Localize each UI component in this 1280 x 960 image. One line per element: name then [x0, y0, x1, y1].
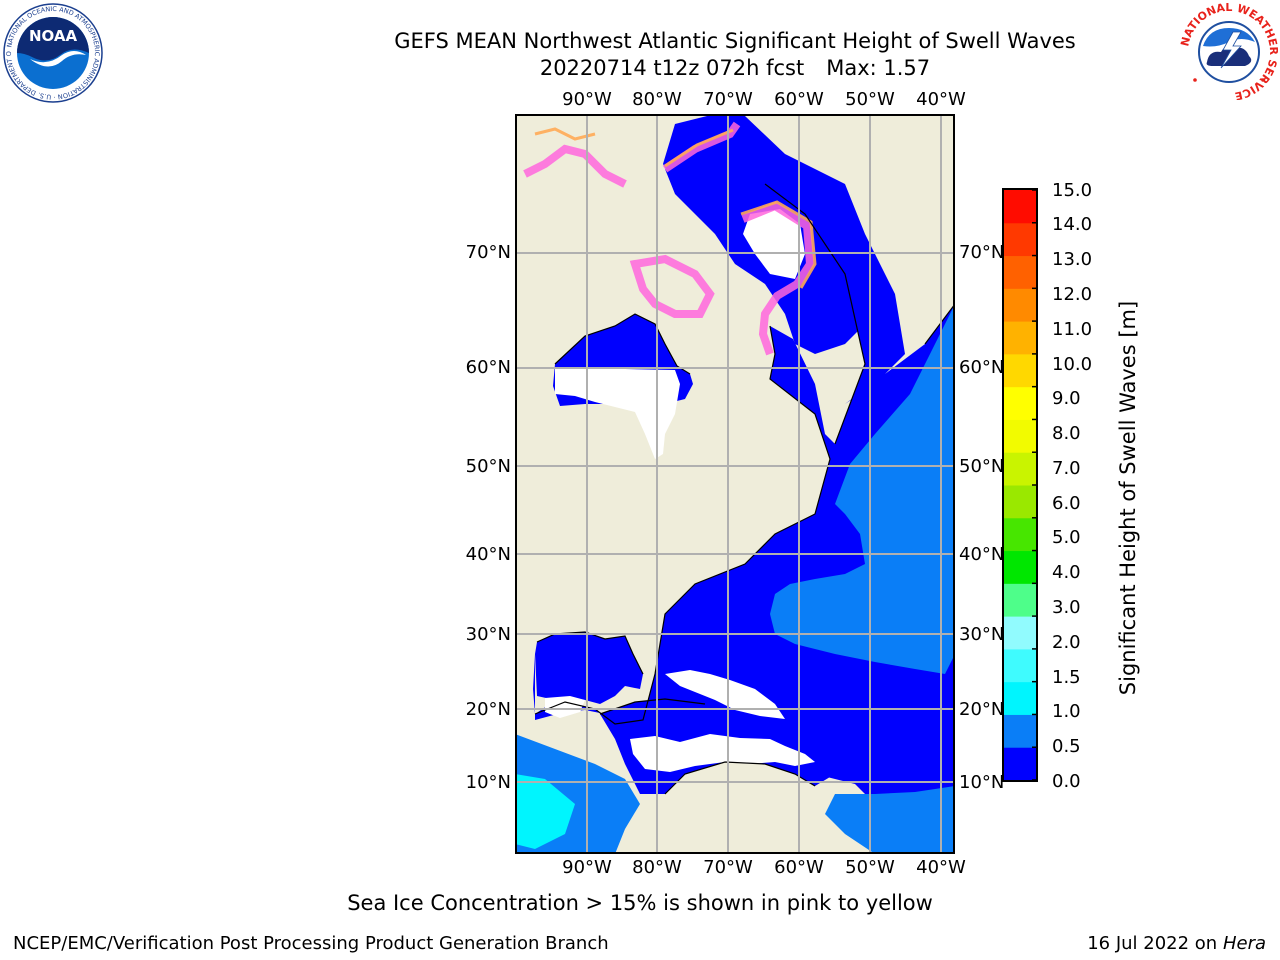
lat-label-left: 40°N	[465, 544, 511, 565]
noaa-logo-icon: NATIONAL OCEANIC AND ATMOSPHERIC ADMINIS…	[2, 3, 103, 103]
credit-text: NCEP/EMC/Verification Post Processing Pr…	[13, 933, 609, 954]
lon-label-bottom: 80°W	[632, 857, 682, 878]
colorbar-tick: 8.0	[1052, 423, 1081, 444]
coastlines	[534, 183, 955, 795]
colorbar-tick: 9.0	[1052, 388, 1081, 409]
colorbar-segment	[1004, 419, 1036, 453]
lon-label-top: 70°W	[703, 89, 753, 110]
lon-label-bottom: 40°W	[916, 857, 966, 878]
colorbar-segment	[1004, 485, 1036, 519]
lon-label-top: 60°W	[774, 89, 824, 110]
greenland-ice-white	[743, 209, 805, 279]
colorbar-segment	[1004, 190, 1036, 224]
lat-label-left: 70°N	[465, 242, 511, 263]
caribbean-white	[630, 734, 815, 772]
colorbar-tick: 3.0	[1052, 597, 1081, 618]
ocean-atlantic	[533, 114, 955, 854]
colorbar-tick: 11.0	[1052, 319, 1093, 340]
colorbar-segment	[1004, 288, 1036, 322]
nws-logo-icon: NATIONAL WEATHER SERVICE	[1179, 2, 1279, 100]
host-name: Hera	[1222, 933, 1266, 954]
colorbar-tick: 2.0	[1052, 632, 1081, 653]
map-panel	[515, 114, 955, 854]
map-frame	[515, 114, 955, 854]
lat-label-right: 60°N	[959, 357, 1005, 378]
colorbar-tick: 0.5	[1052, 736, 1081, 757]
colorbar-segment	[1004, 616, 1036, 650]
colorbar-tick: 1.5	[1052, 667, 1081, 688]
colorbar-segment	[1004, 648, 1036, 683]
colorbar-tick: 7.0	[1052, 458, 1081, 479]
colorbar-segment	[1004, 222, 1036, 257]
colorbar-segment	[1004, 583, 1036, 617]
ocean-mid-swell	[770, 304, 955, 674]
ocean-mid-swell-south	[825, 786, 955, 854]
colorbar-tick: 15.0	[1052, 180, 1093, 201]
lat-label-left: 30°N	[465, 624, 511, 645]
colorbar-segment	[1004, 517, 1036, 552]
lat-label-right: 40°N	[959, 544, 1005, 565]
sea-ice-note: Sea Ice Concentration > 15% is shown in …	[347, 891, 933, 915]
colorbar-segment	[1004, 255, 1036, 289]
lat-label-right: 10°N	[959, 772, 1005, 793]
forecast-run: 20220714 t12z 072h fcst	[539, 56, 805, 80]
colorbar-tick: 5.0	[1052, 527, 1081, 548]
lat-label-right: 70°N	[959, 242, 1005, 263]
chart-subtitle: 20220714 t12z 072h fcst Max: 1.57	[0, 55, 1280, 81]
generated-date: 16 Jul 2022 on	[1087, 933, 1223, 954]
sea-ice-rim	[523, 121, 815, 356]
colorbar-segment	[1004, 386, 1036, 420]
colorbar	[1002, 188, 1038, 782]
lon-label-top: 80°W	[632, 89, 682, 110]
lat-label-right: 20°N	[959, 699, 1005, 720]
lon-label-bottom: 50°W	[845, 857, 895, 878]
colorbar-tick: 12.0	[1052, 284, 1093, 305]
colorbar-tick: 6.0	[1052, 493, 1081, 514]
lon-label-bottom: 70°W	[703, 857, 753, 878]
lat-label-left: 50°N	[465, 456, 511, 477]
ocean-gulf	[535, 632, 643, 704]
generated-stamp: 16 Jul 2022 on Hera	[1087, 933, 1266, 954]
ocean-high-swell-pacific	[515, 774, 575, 849]
max-value: Max: 1.57	[826, 56, 931, 80]
colorbar-tick: 14.0	[1052, 214, 1093, 235]
colorbar-tick: 1.0	[1052, 701, 1081, 722]
colorbar-tick: 13.0	[1052, 249, 1093, 270]
lat-label-left: 20°N	[465, 699, 511, 720]
colorbar-segment	[1004, 550, 1036, 584]
lon-label-top: 40°W	[916, 89, 966, 110]
lat-label-left: 60°N	[465, 357, 511, 378]
lon-label-bottom: 90°W	[562, 857, 612, 878]
lon-label-top: 90°W	[562, 89, 612, 110]
graticule	[515, 114, 955, 854]
lat-label-right: 50°N	[959, 456, 1005, 477]
colorbar-segment	[1004, 714, 1036, 748]
gulf-white	[545, 696, 585, 718]
colorbar-tick: 0.0	[1052, 771, 1081, 792]
colorbar-tick: 10.0	[1052, 354, 1093, 375]
colorbar-segment	[1004, 681, 1036, 715]
lon-label-bottom: 60°W	[774, 857, 824, 878]
lat-label-left: 10°N	[465, 772, 511, 793]
colorbar-tick: 4.0	[1052, 562, 1081, 583]
chart-title: GEFS MEAN Northwest Atlantic Significant…	[394, 29, 1076, 53]
bahamas-white	[665, 670, 785, 719]
lon-label-top: 50°W	[845, 89, 895, 110]
colorbar-segment	[1004, 452, 1036, 486]
colorbar-label: Significant Height of Swell Waves [m]	[1116, 300, 1140, 696]
colorbar-segment	[1004, 747, 1036, 781]
lat-label-right: 30°N	[959, 624, 1005, 645]
colorbar-segment	[1004, 353, 1036, 388]
noaa-logo-text: NOAA	[29, 27, 78, 45]
colorbar-segment	[1004, 321, 1036, 355]
